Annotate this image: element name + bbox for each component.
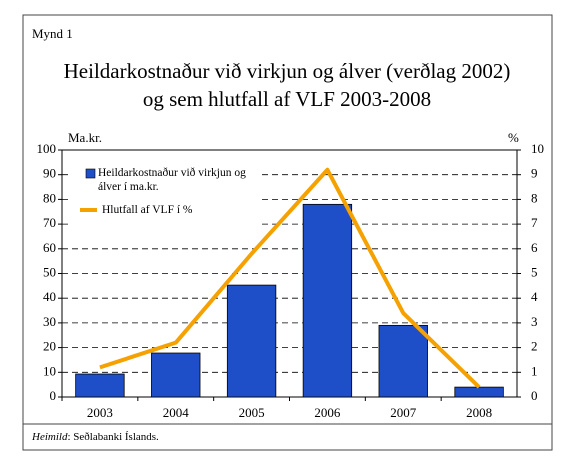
y-tick-label: 100 bbox=[37, 141, 57, 156]
y2-tick-label: 4 bbox=[531, 289, 538, 304]
y2-tick-label: 6 bbox=[531, 240, 538, 255]
bar bbox=[454, 386, 504, 398]
x-tick-label: 2003 bbox=[87, 405, 113, 420]
line bbox=[99, 167, 481, 389]
legend-label: Hlutfall af VLF í % bbox=[102, 204, 193, 216]
x-tick-label: 2006 bbox=[314, 405, 341, 420]
source-label: Heimild bbox=[32, 431, 68, 443]
y2-tick-label: 10 bbox=[531, 141, 544, 156]
y2-tick-label: 8 bbox=[531, 190, 538, 205]
figure-label: Mynd 1 bbox=[32, 26, 73, 41]
y-tick-label: 60 bbox=[43, 240, 56, 255]
bar bbox=[302, 203, 353, 398]
bar bbox=[378, 324, 428, 398]
x-tick-label: 2007 bbox=[390, 405, 417, 420]
x-tick-label: 2004 bbox=[163, 405, 190, 420]
y2-tick-label: 9 bbox=[531, 166, 538, 181]
x-tick-label: 2008 bbox=[466, 405, 492, 420]
y2-tick-label: 5 bbox=[531, 264, 538, 279]
bar bbox=[226, 284, 277, 398]
y2-tick-label: 1 bbox=[531, 363, 538, 378]
y2-tick-label: 0 bbox=[531, 388, 538, 403]
bar bbox=[151, 352, 201, 398]
y-tick-label: 40 bbox=[43, 289, 56, 304]
y-axis-label: Ma.kr. bbox=[68, 130, 102, 145]
legend-box bbox=[72, 163, 262, 229]
chart-title: Heildarkostnaður við virkjun og álver (v… bbox=[64, 59, 511, 83]
y-tick-label: 90 bbox=[43, 166, 56, 181]
y-tick-label: 70 bbox=[43, 215, 56, 230]
legend-swatch bbox=[85, 168, 96, 179]
source-text: : Seðlabanki Íslands. bbox=[67, 431, 159, 443]
y-tick-label: 0 bbox=[50, 388, 57, 403]
y2-tick-label: 2 bbox=[531, 339, 538, 354]
y-tick-label: 30 bbox=[43, 314, 56, 329]
y2-tick-label: 7 bbox=[531, 215, 538, 230]
y-tick-label: 50 bbox=[43, 264, 56, 279]
source: Heimild: Seðlabanki Íslands. bbox=[32, 431, 159, 443]
y2-axis-label: % bbox=[508, 130, 519, 145]
y-tick-label: 80 bbox=[43, 190, 56, 205]
y-tick-label: 20 bbox=[43, 339, 56, 354]
chart-title: og sem hlutfall af VLF 2003-2008 bbox=[143, 87, 431, 111]
legend-label: Heildarkostnaður við virkjun og álver í … bbox=[98, 167, 246, 193]
frame bbox=[22, 14, 553, 451]
bar bbox=[75, 373, 125, 398]
x-tick-label: 2005 bbox=[239, 405, 265, 420]
y-tick-label: 10 bbox=[43, 363, 56, 378]
y2-tick-label: 3 bbox=[531, 314, 538, 329]
